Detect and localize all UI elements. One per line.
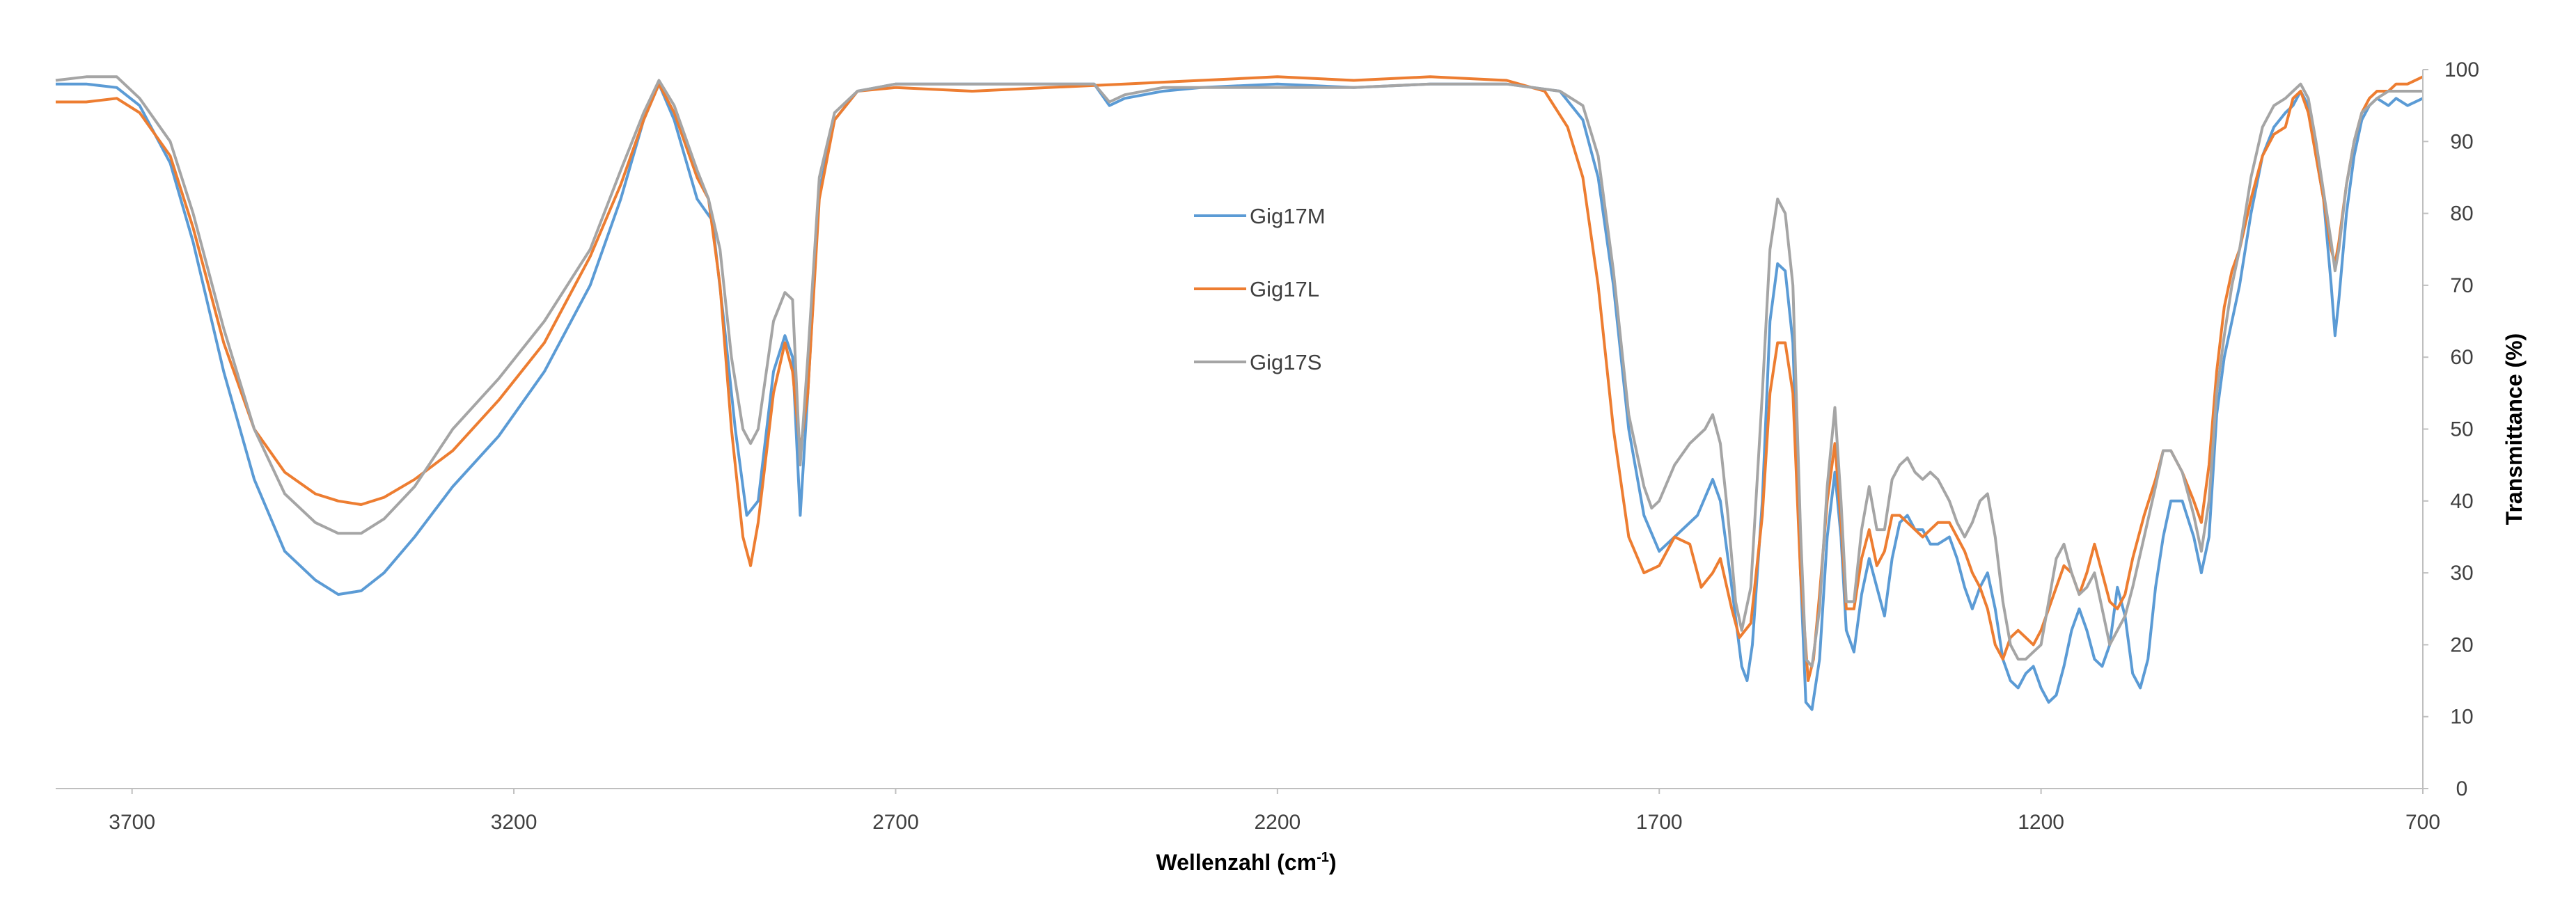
x-tick-label: 2700 bbox=[872, 811, 919, 834]
y-tick-label: 90 bbox=[2450, 130, 2473, 153]
x-tick-label: 1700 bbox=[1636, 811, 1683, 834]
y-tick-label: 0 bbox=[2456, 777, 2468, 800]
y-tick-label: 70 bbox=[2450, 274, 2473, 297]
y-tick-label: 60 bbox=[2450, 346, 2473, 369]
x-tick-label: 3700 bbox=[109, 811, 155, 834]
y-tick-label: 100 bbox=[2444, 58, 2479, 81]
y-tick-label: 40 bbox=[2450, 490, 2473, 513]
legend-label-gig17s: Gig17S bbox=[1250, 350, 1321, 374]
y-tick-label: 50 bbox=[2450, 418, 2473, 441]
x-axis-title: Wellenzahl (cm-1) bbox=[1156, 850, 1336, 875]
series-layer bbox=[55, 75, 2424, 711]
x-tick-label: 3200 bbox=[491, 811, 537, 834]
series-line-gig17m bbox=[56, 82, 2424, 711]
legend: Gig17M Gig17L Gig17S bbox=[1194, 204, 1326, 374]
x-tick-label: 1200 bbox=[2018, 811, 2064, 834]
y-tick-label: 80 bbox=[2450, 203, 2473, 226]
y-axis-title: Transmittance (%) bbox=[2502, 333, 2527, 525]
y-tick-label: 10 bbox=[2450, 706, 2473, 729]
x-tick-labels: 3700 3200 2700 2200 1700 1200 700 bbox=[109, 789, 2440, 834]
y-tick-label: 30 bbox=[2450, 562, 2473, 585]
legend-label-gig17m: Gig17M bbox=[1250, 204, 1326, 228]
y-tick-labels: 0 10 20 30 40 50 60 70 80 90 100 bbox=[2423, 58, 2479, 800]
y-tick-label: 20 bbox=[2450, 633, 2473, 656]
series-line-gig17s bbox=[55, 75, 2423, 668]
series-line-gig17l bbox=[56, 75, 2424, 682]
x-tick-label: 700 bbox=[2405, 811, 2440, 834]
legend-label-gig17l: Gig17L bbox=[1250, 277, 1319, 301]
x-tick-label: 2200 bbox=[1254, 811, 1301, 834]
